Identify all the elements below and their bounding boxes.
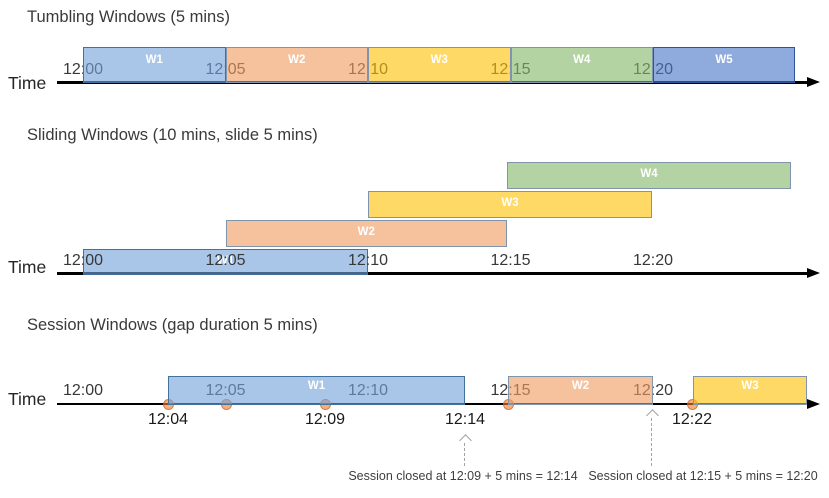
window-bar-w1	[83, 248, 368, 275]
tick-label: 12:00	[62, 382, 104, 399]
tick-label: 12:05	[205, 252, 246, 269]
axis-arrowhead	[807, 398, 820, 409]
event-time-label: 12:04	[147, 410, 189, 428]
annotation-text: Session closed at 12:09 + 5 mins = 12:14	[348, 469, 578, 483]
event-time-label: 12:09	[304, 410, 346, 428]
tick-label: 12:00	[62, 252, 104, 269]
window-label: W2	[571, 379, 590, 392]
window-bar-w2	[508, 375, 653, 405]
window-label: W3	[741, 379, 759, 392]
window-label: W3	[430, 54, 448, 66]
window-label: W2	[288, 54, 306, 66]
window-label: W3	[501, 196, 519, 209]
window-bar-w3	[368, 190, 652, 218]
annotation-text: Session closed at 12:15 + 5 mins = 12:20	[588, 469, 818, 483]
window-bar-w4	[507, 161, 791, 189]
time-axis-label: Time	[8, 257, 47, 277]
tick-label: 12:15	[490, 252, 531, 269]
window-label: W1	[216, 254, 235, 267]
axis-arrowhead	[807, 268, 820, 278]
window-label: W1	[307, 379, 326, 392]
annotation-arrow-line	[651, 418, 653, 466]
window-label: W4	[573, 54, 591, 66]
time-axis	[57, 272, 807, 275]
window-bar-w3	[693, 375, 807, 405]
event-time-label: 12:22	[671, 410, 713, 428]
time-axis-label: Time	[8, 73, 47, 93]
axis-arrowhead	[807, 77, 820, 87]
section-title: Session Windows (gap duration 5 mins)	[27, 316, 318, 334]
window-bar-w2	[225, 219, 507, 247]
tick-label: 12:20	[632, 252, 674, 269]
window-bar-w5	[653, 47, 795, 83]
window-label: W2	[357, 225, 375, 238]
section-title: Sliding Windows (10 mins, slide 5 mins)	[27, 126, 318, 144]
window-bar-w1	[168, 375, 465, 405]
window-label: W5	[715, 54, 733, 66]
section-title: Tumbling Windows (5 mins)	[27, 8, 230, 26]
event-time-label: 12:14	[444, 410, 486, 428]
window-bar-w3	[368, 47, 511, 83]
window-label: W1	[145, 54, 163, 66]
annotation-arrow-line	[464, 443, 466, 466]
window-bar-w1	[83, 47, 226, 83]
time-axis-label: Time	[8, 389, 47, 409]
window-bar-w2	[225, 47, 368, 83]
window-bar-w4	[510, 47, 653, 83]
tick-label: 12:10	[347, 252, 389, 269]
window-label: W4	[640, 167, 658, 180]
